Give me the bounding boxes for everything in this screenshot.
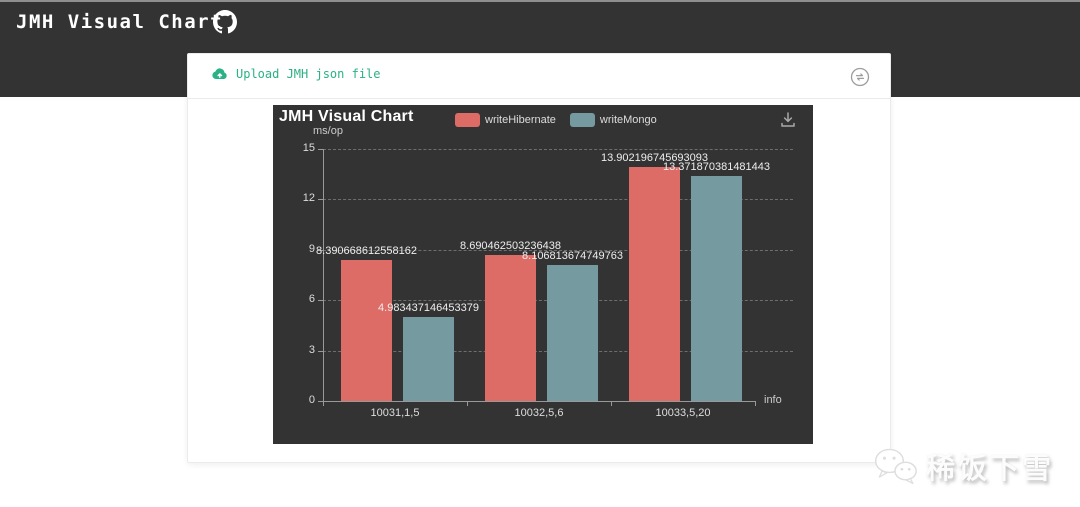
grid-line [323,199,793,201]
card-header: Upload JMH json file [188,54,890,99]
app-title: JMH Visual Chart [16,11,224,33]
legend-swatch [455,113,480,127]
upload-json-label: Upload JMH json file [236,67,381,81]
download-icon[interactable] [779,111,797,129]
wechat-icon [872,446,918,486]
y-tick-label: 6 [308,293,315,306]
y-tick-label: 3 [308,343,315,356]
x-category-label: 10031,1,5 [370,407,420,419]
watermark: 稀饭下雪 [872,445,1054,487]
github-icon[interactable] [213,10,237,34]
chart-legend: writeHibernate writeMongo [455,113,657,127]
y-tick-label: 15 [302,142,315,154]
bar-writeHibernate [629,167,680,401]
x-category-label: 10032,5,6 [514,407,564,419]
bar-value-label: 8.690462503236438 [460,240,561,252]
watermark-text: 稀饭下雪 [925,453,1054,485]
legend-item-writeMongo[interactable]: writeMongo [569,113,657,127]
grid-line [323,149,793,150]
y-tick-mark [318,300,323,302]
y-tick-mark [318,199,323,201]
cloud-upload-icon [210,67,228,81]
chart-card: Upload JMH json file JMH Visual Chart wr… [187,53,891,463]
y-tick-mark [318,350,323,352]
x-tick-mark [467,401,468,406]
x-tick-mark [323,401,324,406]
y-tick-label: 9 [308,242,315,255]
y-axis-unit-label: ms/op [313,125,343,137]
upload-json-button[interactable]: Upload JMH json file [210,67,381,81]
y-tick-label: 0 [308,394,315,406]
legend-swatch [569,113,595,127]
x-axis-name: info [764,394,782,406]
x-tick-mark [755,401,756,406]
chart-title: JMH Visual Chart [279,108,414,125]
bar-value-label: 13.371870381481443 [662,161,771,174]
bar-value-label: 13.902196745693093 [600,152,709,165]
plot-area: 0 3 6 9 12 15 10031,1,5 10032,5,6 10033,5,20 8.39… [273,105,813,444]
x-axis-line [323,401,756,402]
y-tick-mark [318,149,323,150]
bar-writeHibernate [485,255,536,401]
x-category-label: 10033,5,20 [655,407,711,419]
legend-item-writeHibernate[interactable]: writeHibernate [455,113,556,127]
bar-value-label: 8.390668612558162 [316,245,417,258]
y-tick-mark [318,401,323,402]
y-axis-line [323,149,324,401]
x-tick-mark [611,401,612,406]
swap-circle-icon[interactable] [850,67,870,87]
legend-label: writeHibernate [485,114,556,126]
chart-panel: JMH Visual Chart writeHibernate writeMong… [273,105,813,444]
y-tick-mark [318,249,323,251]
bar-writeMongo [403,317,454,401]
legend-label: writeMongo [599,114,657,126]
bar-writeMongo [547,264,598,401]
bar-value-label: 8.106813674749763 [522,249,623,262]
y-tick-label: 12 [302,192,315,205]
grid-line [323,249,793,251]
bar-writeHibernate [341,260,392,401]
bar-value-label: 4.983437146453379 [378,302,479,315]
bar-writeMongo [691,176,742,401]
